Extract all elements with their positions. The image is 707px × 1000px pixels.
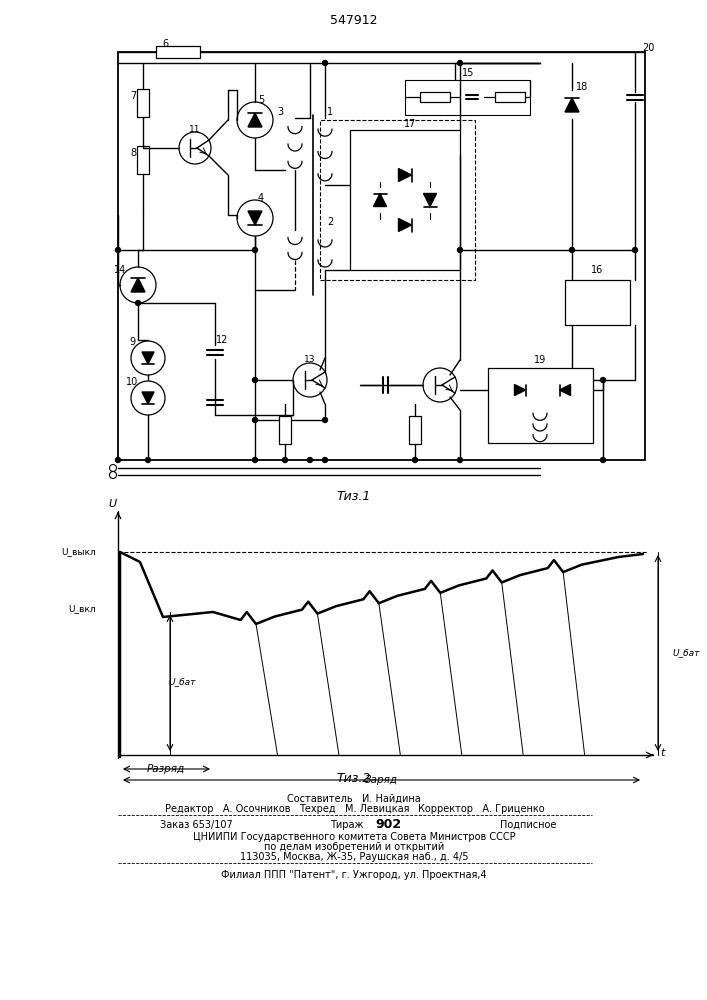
Circle shape bbox=[252, 377, 257, 382]
Text: U_бат: U_бат bbox=[672, 648, 699, 658]
Circle shape bbox=[600, 377, 605, 382]
Bar bbox=[565, 280, 630, 325]
Circle shape bbox=[110, 472, 117, 479]
Text: 547912: 547912 bbox=[330, 13, 378, 26]
Circle shape bbox=[237, 200, 273, 236]
Text: U_бат: U_бат bbox=[168, 678, 196, 686]
Bar bbox=[488, 368, 593, 443]
Bar bbox=[405, 80, 530, 115]
Text: 17: 17 bbox=[404, 119, 416, 129]
Circle shape bbox=[283, 458, 288, 462]
Circle shape bbox=[115, 247, 120, 252]
Text: Τиз.1: Τиз.1 bbox=[337, 490, 371, 504]
Circle shape bbox=[457, 247, 462, 252]
Circle shape bbox=[322, 60, 327, 66]
Circle shape bbox=[131, 381, 165, 415]
Polygon shape bbox=[248, 113, 262, 127]
Text: Τиз.2: Τиз.2 bbox=[337, 772, 371, 784]
Polygon shape bbox=[142, 392, 154, 404]
Text: Разряд: Разряд bbox=[147, 764, 185, 774]
Circle shape bbox=[252, 247, 257, 252]
Circle shape bbox=[252, 418, 257, 422]
Text: по делам изобретений и открытий: по делам изобретений и открытий bbox=[264, 842, 444, 852]
Text: 8: 8 bbox=[130, 148, 136, 158]
Circle shape bbox=[322, 418, 327, 422]
Text: 3: 3 bbox=[277, 107, 283, 117]
Circle shape bbox=[457, 458, 462, 462]
Circle shape bbox=[146, 458, 151, 462]
Text: 113035, Москва, Ж-35, Раушская наб., д. 4/5: 113035, Москва, Ж-35, Раушская наб., д. … bbox=[240, 852, 468, 862]
Polygon shape bbox=[399, 219, 411, 232]
Text: 18: 18 bbox=[576, 82, 588, 92]
Text: Заряд: Заряд bbox=[365, 775, 397, 785]
Text: 19: 19 bbox=[534, 355, 546, 365]
Polygon shape bbox=[565, 98, 579, 112]
Circle shape bbox=[322, 458, 327, 462]
Polygon shape bbox=[373, 194, 387, 207]
Bar bbox=[137, 89, 149, 117]
Circle shape bbox=[115, 458, 120, 462]
Circle shape bbox=[423, 368, 457, 402]
Text: U: U bbox=[108, 499, 116, 509]
Text: 5: 5 bbox=[258, 95, 264, 105]
Text: 10: 10 bbox=[126, 377, 138, 387]
Text: Заказ 653/107: Заказ 653/107 bbox=[160, 820, 233, 830]
Text: Филиал ППП "Патент", г. Ужгород, ул. Проектная,4: Филиал ППП "Патент", г. Ужгород, ул. Про… bbox=[221, 870, 487, 880]
Text: ЦНИИПИ Государственного комитета Совета Министров СССР: ЦНИИПИ Государственного комитета Совета … bbox=[193, 832, 515, 842]
Polygon shape bbox=[248, 211, 262, 225]
Circle shape bbox=[293, 363, 327, 397]
Text: 14: 14 bbox=[114, 265, 126, 275]
Text: 9: 9 bbox=[129, 337, 135, 347]
Text: Подписное: Подписное bbox=[500, 820, 556, 830]
Polygon shape bbox=[515, 384, 525, 395]
Text: Составитель   И. Найдина: Составитель И. Найдина bbox=[287, 794, 421, 804]
Text: 1: 1 bbox=[327, 107, 333, 117]
Text: 15: 15 bbox=[462, 68, 474, 78]
Text: U_выкл: U_выкл bbox=[62, 548, 96, 556]
Text: 2: 2 bbox=[327, 217, 333, 227]
Circle shape bbox=[120, 267, 156, 303]
Circle shape bbox=[308, 458, 312, 462]
Circle shape bbox=[237, 102, 273, 138]
Circle shape bbox=[252, 458, 257, 462]
Circle shape bbox=[110, 464, 117, 472]
Text: 902: 902 bbox=[375, 818, 401, 832]
Text: Техред   М. Левицкая: Техред М. Левицкая bbox=[299, 804, 409, 814]
Bar bbox=[350, 130, 460, 270]
Polygon shape bbox=[423, 194, 436, 207]
Circle shape bbox=[412, 458, 418, 462]
Text: 4: 4 bbox=[258, 193, 264, 203]
Text: U_вкл: U_вкл bbox=[69, 604, 96, 613]
Text: t: t bbox=[660, 748, 664, 758]
Circle shape bbox=[179, 132, 211, 164]
Text: Тираж: Тираж bbox=[330, 820, 363, 830]
Bar bbox=[420, 92, 450, 102]
Text: 6: 6 bbox=[162, 39, 168, 49]
Circle shape bbox=[136, 300, 141, 306]
Polygon shape bbox=[142, 352, 154, 364]
Polygon shape bbox=[131, 278, 145, 292]
Text: 11: 11 bbox=[189, 125, 201, 134]
Bar bbox=[495, 92, 525, 102]
Text: Редактор   А. Осочников: Редактор А. Осочников bbox=[165, 804, 291, 814]
Bar bbox=[156, 46, 200, 58]
Text: 13: 13 bbox=[304, 356, 316, 364]
Bar bbox=[137, 146, 149, 174]
Text: 7: 7 bbox=[130, 91, 136, 101]
Circle shape bbox=[600, 458, 605, 462]
Text: 20: 20 bbox=[642, 43, 654, 53]
Text: Корректор   А. Гриценко: Корректор А. Гриценко bbox=[419, 804, 545, 814]
Bar bbox=[409, 416, 421, 444]
Bar bbox=[320, 120, 475, 280]
Circle shape bbox=[131, 341, 165, 375]
Circle shape bbox=[633, 247, 638, 252]
Circle shape bbox=[570, 247, 575, 252]
Text: 12: 12 bbox=[216, 335, 228, 345]
Polygon shape bbox=[399, 168, 411, 182]
Polygon shape bbox=[559, 384, 571, 395]
Text: 16: 16 bbox=[591, 265, 603, 275]
Bar bbox=[279, 416, 291, 444]
Circle shape bbox=[457, 60, 462, 66]
